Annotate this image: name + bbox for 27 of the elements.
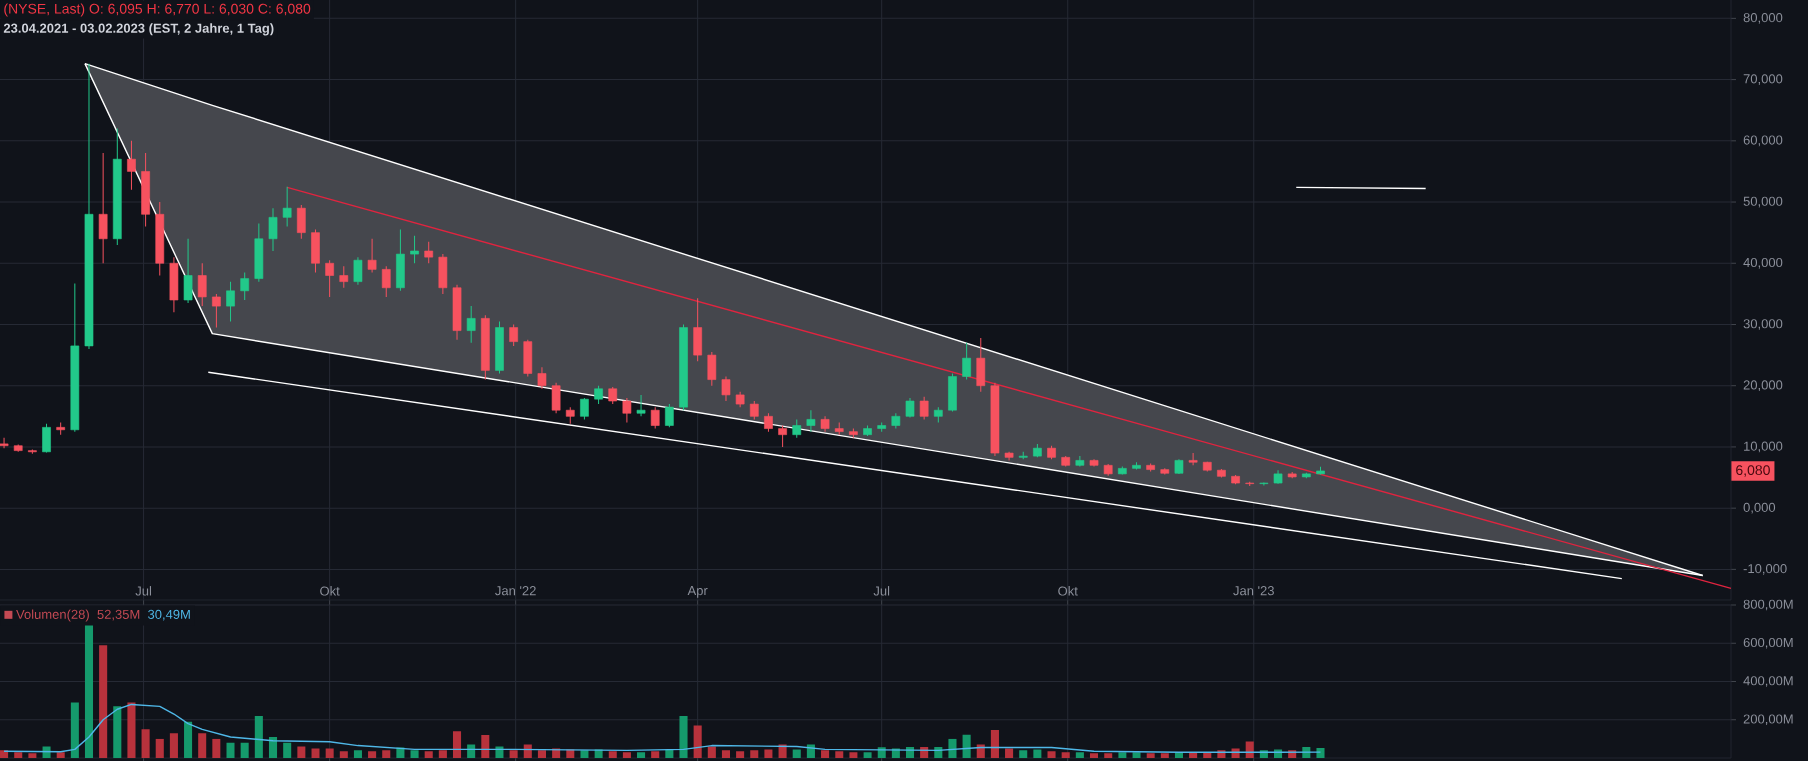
text: 23.04.2021 - 03.02.2023 (EST, 2 Jahre, 1 Tag)	[3, 23, 274, 36]
y-tick-label: 400,00M	[1743, 676, 1793, 687]
annotation: 6,080	[1736, 465, 1770, 477]
annotation: 52,35M	[97, 609, 140, 621]
x-tick-label: Okt	[1058, 586, 1078, 596]
y-tick-label: 20,000	[1743, 380, 1783, 392]
y-tick-label: 0,000	[1743, 502, 1776, 514]
y-tick-label: 30,000	[1743, 319, 1783, 330]
y-tick-label: 600,00M	[1743, 637, 1793, 649]
x-tick-label: Jul	[873, 586, 890, 596]
y-tick-label: 200,00M	[1743, 714, 1793, 726]
annotation: 30,49M	[148, 609, 190, 621]
y-tick-label: -10,000	[1743, 564, 1787, 575]
x-tick-label: Jan '23	[1233, 586, 1274, 596]
series-label: Volumen(28)	[16, 609, 89, 622]
chart-title: (NYSE, Last) O: 6,095 H: 6,770 L: 6,030 C: 6,080	[4, 3, 311, 17]
x-tick-label: Jan '22	[495, 586, 536, 596]
y-tick-label: 60,000	[1743, 135, 1783, 147]
y-tick-label: 50,000	[1743, 196, 1783, 208]
x-tick-label: Apr	[687, 586, 708, 598]
y-tick-label: 80,000	[1743, 13, 1783, 24]
y-tick-label: 70,000	[1743, 74, 1783, 85]
y-tick-label: 10,000	[1744, 441, 1783, 453]
y-tick-label: 800,00M	[1743, 599, 1793, 611]
x-tick-label: Jul	[135, 586, 152, 596]
x-tick-label: Okt	[320, 586, 340, 596]
y-tick-label: 40,000	[1743, 257, 1783, 269]
